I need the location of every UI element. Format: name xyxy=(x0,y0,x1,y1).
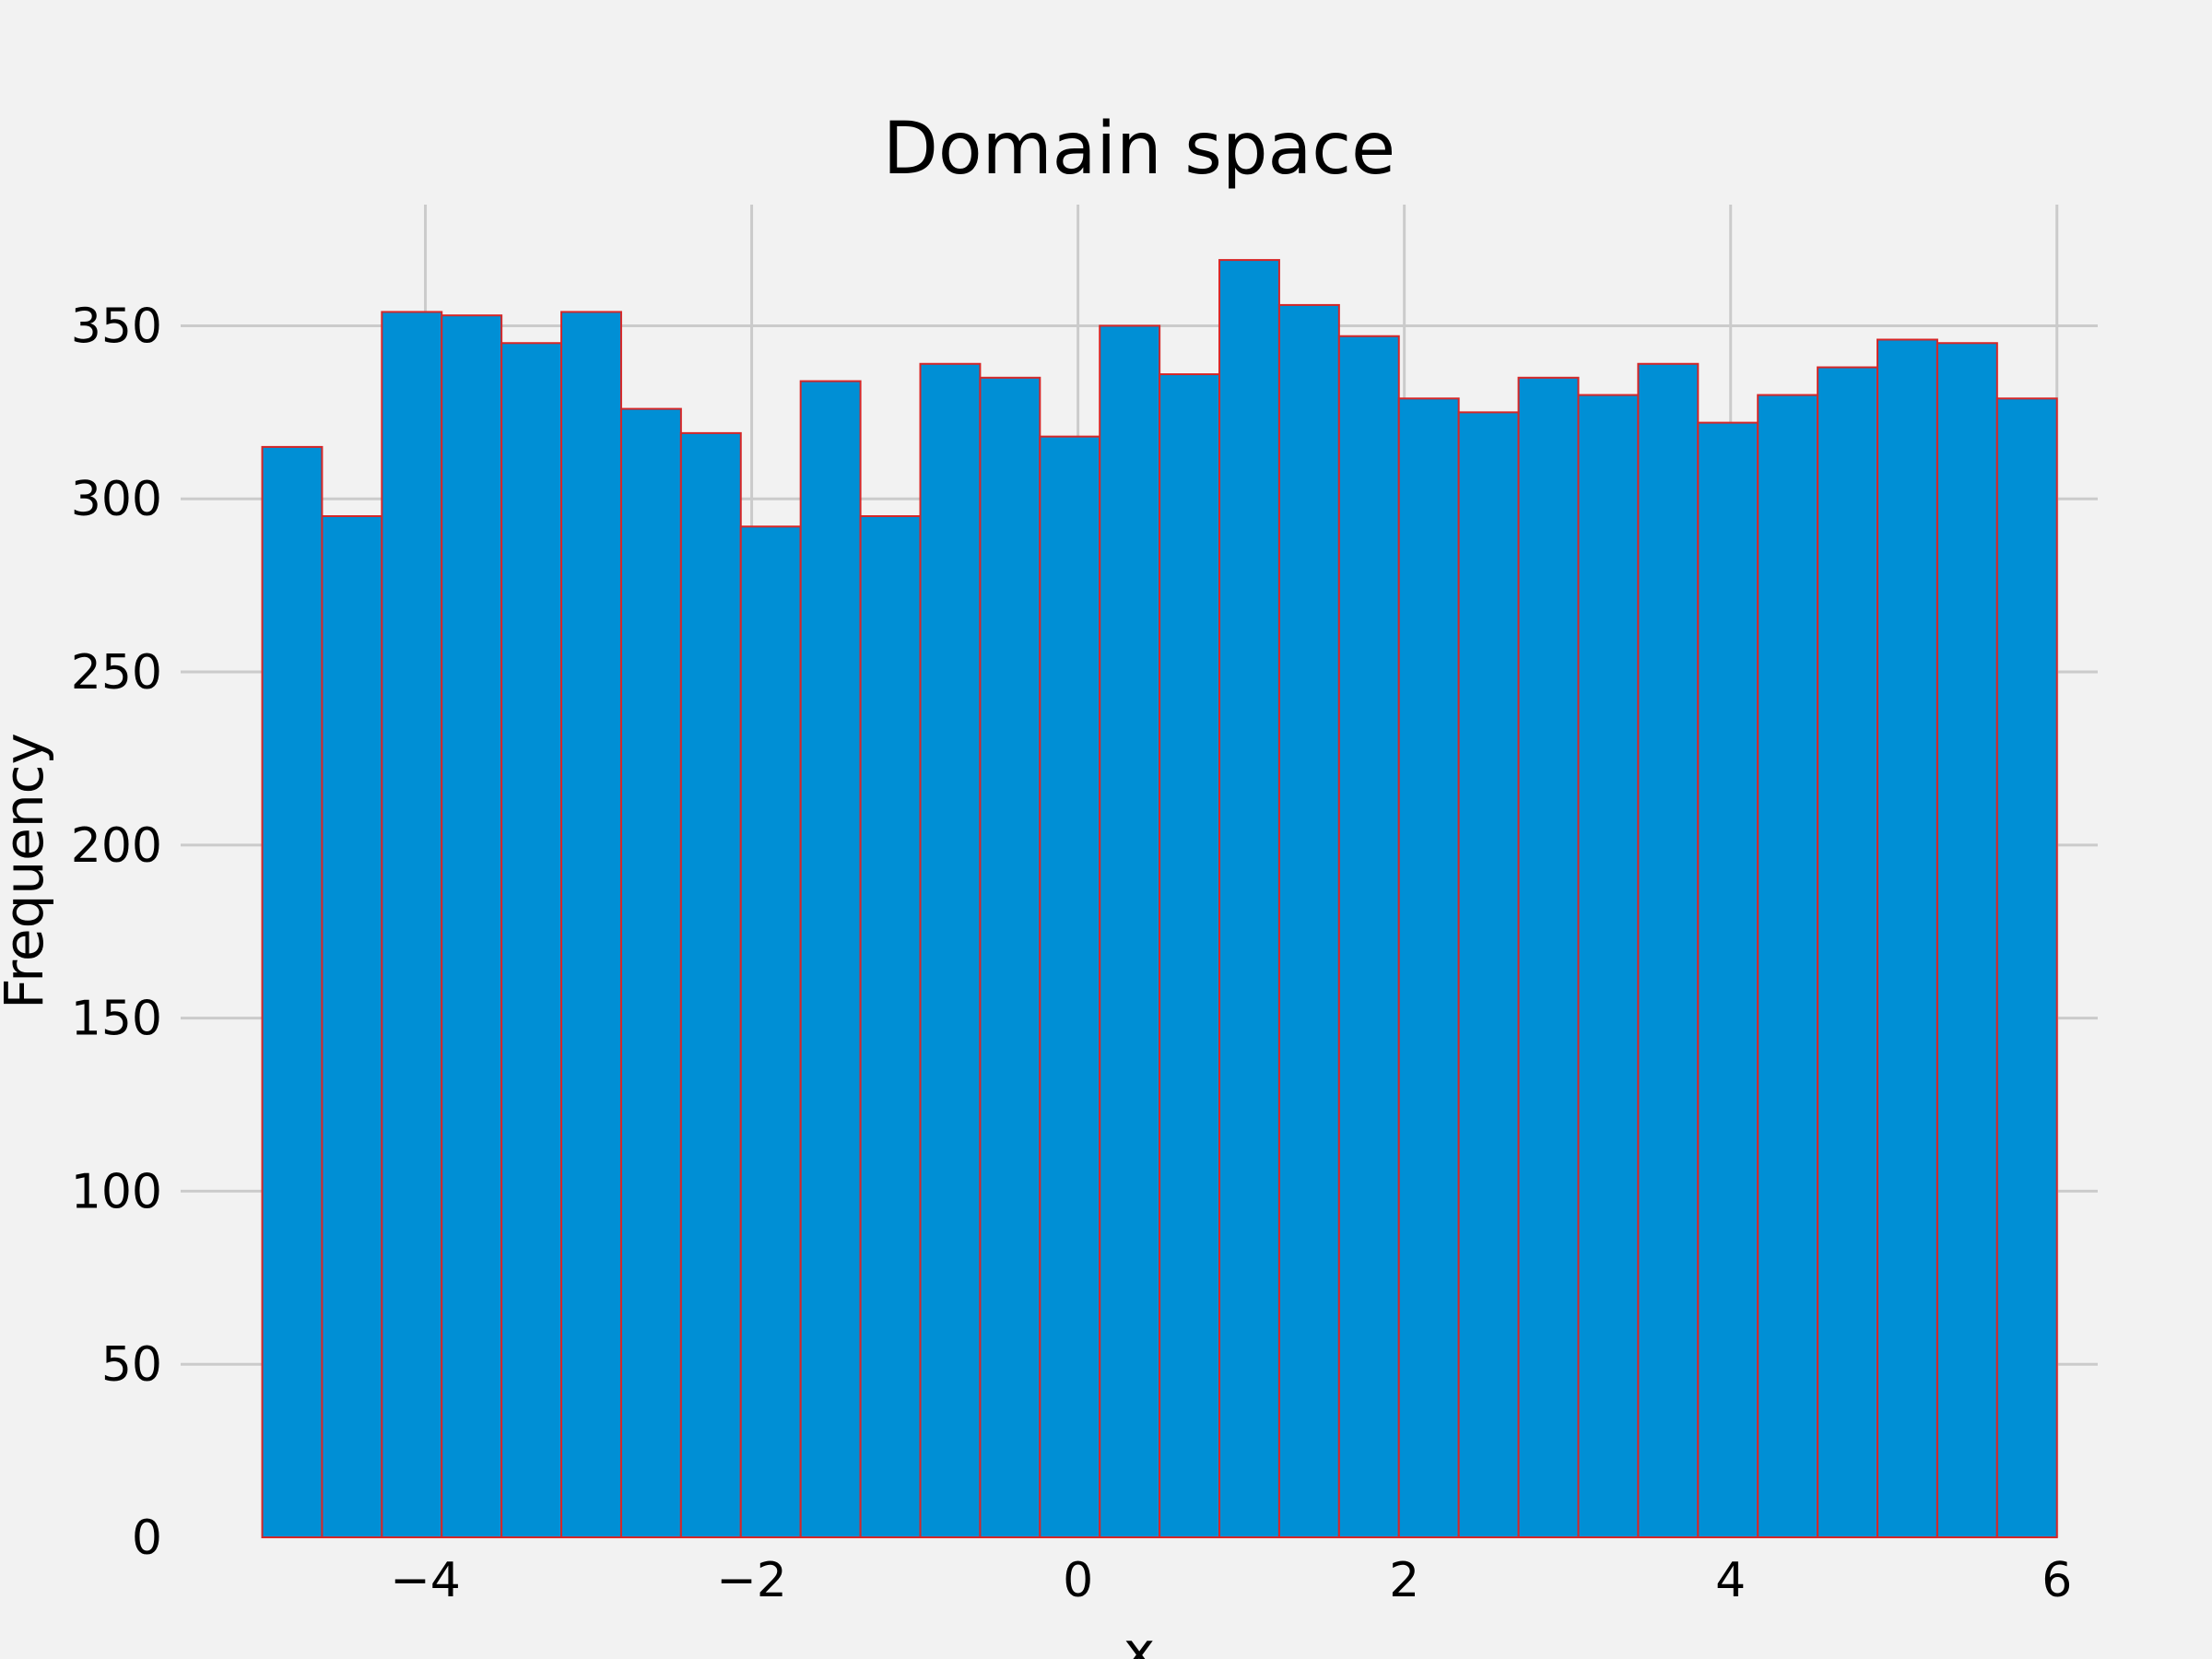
x-tick-label: 6 xyxy=(2041,1553,2072,1608)
histogram-bars xyxy=(261,259,2058,1539)
histogram-bar xyxy=(1577,394,1640,1539)
x-tick-label: 0 xyxy=(1063,1553,1093,1608)
histogram-bar xyxy=(1039,435,1101,1538)
histogram-bar xyxy=(979,376,1041,1538)
histogram-bar xyxy=(1817,366,1879,1539)
histogram-bar xyxy=(560,311,622,1539)
histogram-bar xyxy=(500,342,563,1538)
histogram-bar xyxy=(1697,421,1759,1539)
histogram-bar xyxy=(799,380,862,1538)
histogram-bar xyxy=(1277,303,1340,1539)
x-tick-label: 4 xyxy=(1715,1553,1746,1608)
y-tick-label: 0 xyxy=(132,1511,162,1566)
y-tick-label: 250 xyxy=(71,645,162,700)
histogram-bar xyxy=(1877,338,1938,1539)
x-tick-label: −2 xyxy=(716,1553,787,1608)
histogram-bar xyxy=(321,515,383,1538)
histogram-bar xyxy=(1457,411,1520,1538)
histogram-bar xyxy=(859,515,922,1538)
histogram-bar xyxy=(1159,373,1221,1538)
histogram-bar xyxy=(1637,362,1700,1539)
tick-labels: 0 50 100 150 200 250 300 350 −4 −2 0 2 4 6 xyxy=(71,299,2073,1608)
y-axis-label: Frequency xyxy=(0,733,55,1009)
x-axis-label: x xyxy=(1124,1620,1155,1659)
histogram-bar xyxy=(1397,397,1460,1538)
y-tick-label: 300 xyxy=(71,472,162,527)
histogram-bar xyxy=(261,445,324,1539)
histogram-bar xyxy=(441,314,503,1538)
histogram-bar xyxy=(1757,394,1819,1539)
histogram-bar xyxy=(1936,342,1998,1538)
y-tick-label: 350 xyxy=(71,299,162,354)
histogram-bar xyxy=(679,431,742,1538)
y-tick-label: 150 xyxy=(71,992,162,1047)
histogram-bar xyxy=(381,311,443,1539)
y-tick-label: 200 xyxy=(71,818,162,874)
histogram-bar xyxy=(619,407,682,1538)
histogram-bar xyxy=(1995,397,2058,1538)
histogram-bar xyxy=(1218,259,1280,1538)
histogram-bar xyxy=(919,362,982,1539)
y-tick-label: 50 xyxy=(101,1337,162,1393)
chart-title: Domain space xyxy=(883,108,1395,191)
histogram-bar xyxy=(1517,376,1580,1538)
histogram-bar xyxy=(1099,324,1161,1538)
histogram-bar xyxy=(1337,335,1400,1539)
x-tick-label: 2 xyxy=(1389,1553,1419,1608)
y-tick-label: 100 xyxy=(71,1164,162,1219)
x-tick-label: −4 xyxy=(390,1553,461,1608)
histogram-bar xyxy=(739,525,802,1539)
